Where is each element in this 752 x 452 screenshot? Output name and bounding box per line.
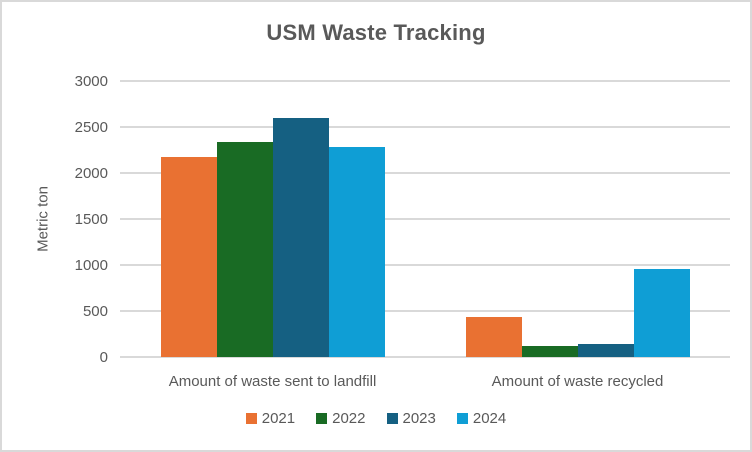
bar-2021-category-1 bbox=[160, 157, 217, 357]
y-tick-label: 1000 bbox=[74, 257, 108, 274]
y-tick-label: 500 bbox=[82, 303, 108, 320]
y-tick-label: 3000 bbox=[74, 73, 108, 90]
bar-2023-category-2 bbox=[577, 344, 634, 357]
legend-swatch-icon bbox=[386, 413, 398, 424]
bar-2021-category-2 bbox=[465, 316, 522, 357]
y-tick-label: 1500 bbox=[74, 211, 108, 228]
bar-2023-category-1 bbox=[272, 117, 329, 357]
legend-label: 2024 bbox=[472, 410, 507, 427]
gridline bbox=[120, 356, 730, 358]
legend-swatch-icon bbox=[456, 413, 468, 424]
y-tick-label: 0 bbox=[99, 349, 108, 366]
gridline bbox=[120, 310, 730, 312]
legend-label: 2023 bbox=[402, 410, 436, 427]
legend-swatch-icon bbox=[316, 413, 328, 424]
gridline bbox=[120, 126, 730, 128]
legend-label: 2022 bbox=[332, 410, 366, 427]
gridline bbox=[120, 218, 730, 220]
gridline bbox=[120, 172, 730, 174]
legend-item-2021: 2021 bbox=[245, 410, 296, 427]
legend: 2021 2022 2023 2024 bbox=[2, 411, 750, 426]
legend-item-2024: 2024 bbox=[456, 410, 507, 427]
gridline bbox=[120, 264, 730, 266]
x-category-label: Amount of waste recycled bbox=[491, 373, 664, 390]
bar-2024-category-2 bbox=[633, 268, 690, 357]
chart-title: USM Waste Tracking bbox=[266, 20, 486, 45]
legend-swatch-icon bbox=[245, 413, 257, 424]
y-tick-label: 2000 bbox=[74, 165, 108, 182]
y-tick-label: 2500 bbox=[74, 119, 108, 136]
bar-2024-category-1 bbox=[328, 147, 385, 357]
legend-item-2022: 2022 bbox=[316, 410, 366, 427]
gridline bbox=[120, 80, 730, 82]
bar-2022-category-2 bbox=[521, 345, 578, 357]
legend-label: 2021 bbox=[261, 410, 296, 427]
legend-item-2023: 2023 bbox=[386, 410, 436, 427]
x-category-label: Amount of waste sent to landfill bbox=[168, 373, 377, 390]
bar-2022-category-1 bbox=[216, 141, 273, 357]
